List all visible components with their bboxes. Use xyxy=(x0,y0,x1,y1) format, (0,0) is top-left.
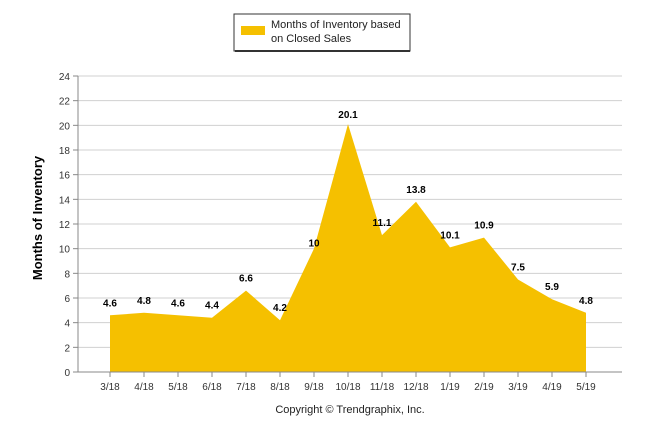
y-tick-label: 4 xyxy=(64,319,70,330)
x-tick-label: 11/18 xyxy=(370,382,395,393)
x-tick-label: 6/18 xyxy=(202,382,222,393)
data-label: 20.1 xyxy=(338,110,358,121)
axes xyxy=(73,75,622,377)
data-label: 4.6 xyxy=(103,298,117,309)
y-tick-label: 20 xyxy=(59,121,71,132)
y-tick-label: 18 xyxy=(59,146,71,157)
data-labels: 4.6 4.8 4.6 4.4 6.6 4.2 10 20.1 11.1 13.8 10.1 10.9… xyxy=(103,110,593,314)
data-label: 4.4 xyxy=(205,301,219,312)
y-tick-label: 2 xyxy=(64,343,70,354)
x-tick-label: 8/18 xyxy=(270,382,290,393)
data-label: 4.2 xyxy=(273,303,287,314)
data-label: 10.1 xyxy=(440,230,460,241)
legend: Months of Inventory based on Closed Sale… xyxy=(233,13,411,52)
legend-label-line1: Months of Inventory based xyxy=(271,19,401,31)
y-tick-label: 8 xyxy=(64,269,70,280)
x-tick-label: 10/18 xyxy=(335,382,360,393)
x-tick-label: 4/18 xyxy=(134,382,154,393)
x-tick-label: 2/19 xyxy=(474,382,494,393)
data-label: 4.8 xyxy=(579,296,593,307)
y-axis-title: Months of Inventory xyxy=(30,155,45,280)
y-tick-label: 22 xyxy=(59,97,71,108)
data-label: 10 xyxy=(308,239,320,250)
y-tick-label: 12 xyxy=(59,220,71,231)
data-label: 4.8 xyxy=(137,296,151,307)
x-tick-label: 5/18 xyxy=(168,382,188,393)
data-label: 13.8 xyxy=(406,185,426,196)
x-tick-label: 5/19 xyxy=(576,382,596,393)
x-tick-label: 1/19 xyxy=(440,382,460,393)
x-tick-label: 9/18 xyxy=(304,382,324,393)
data-label: 11.1 xyxy=(373,218,392,229)
y-tick-label: 24 xyxy=(59,72,71,83)
data-label: 7.5 xyxy=(511,263,525,274)
x-tick-label: 12/18 xyxy=(403,382,428,393)
y-tick-label: 14 xyxy=(59,195,71,206)
copyright-text: Copyright © Trendgraphix, Inc. xyxy=(275,404,424,416)
data-label: 10.9 xyxy=(474,221,494,232)
y-tick-label: 10 xyxy=(59,245,71,256)
legend-label-line2: on Closed Sales xyxy=(271,33,352,45)
y-tick-label: 0 xyxy=(64,368,70,379)
legend-swatch xyxy=(241,26,265,35)
data-label: 6.6 xyxy=(239,274,253,285)
x-tick-label: 7/18 xyxy=(236,382,256,393)
x-tick-label: 3/19 xyxy=(508,382,528,393)
data-label: 4.6 xyxy=(171,298,185,309)
x-tick-label: 4/19 xyxy=(542,382,562,393)
y-tick-label: 6 xyxy=(64,294,70,305)
data-label: 5.9 xyxy=(545,282,559,293)
y-tick-label: 16 xyxy=(59,171,71,182)
area-series xyxy=(110,124,586,372)
x-tick-labels: 3/18 4/18 5/18 6/18 7/18 8/18 9/18 10/18 11/18 12… xyxy=(100,382,596,393)
area-fill xyxy=(110,124,586,372)
x-tick-label: 3/18 xyxy=(100,382,120,393)
